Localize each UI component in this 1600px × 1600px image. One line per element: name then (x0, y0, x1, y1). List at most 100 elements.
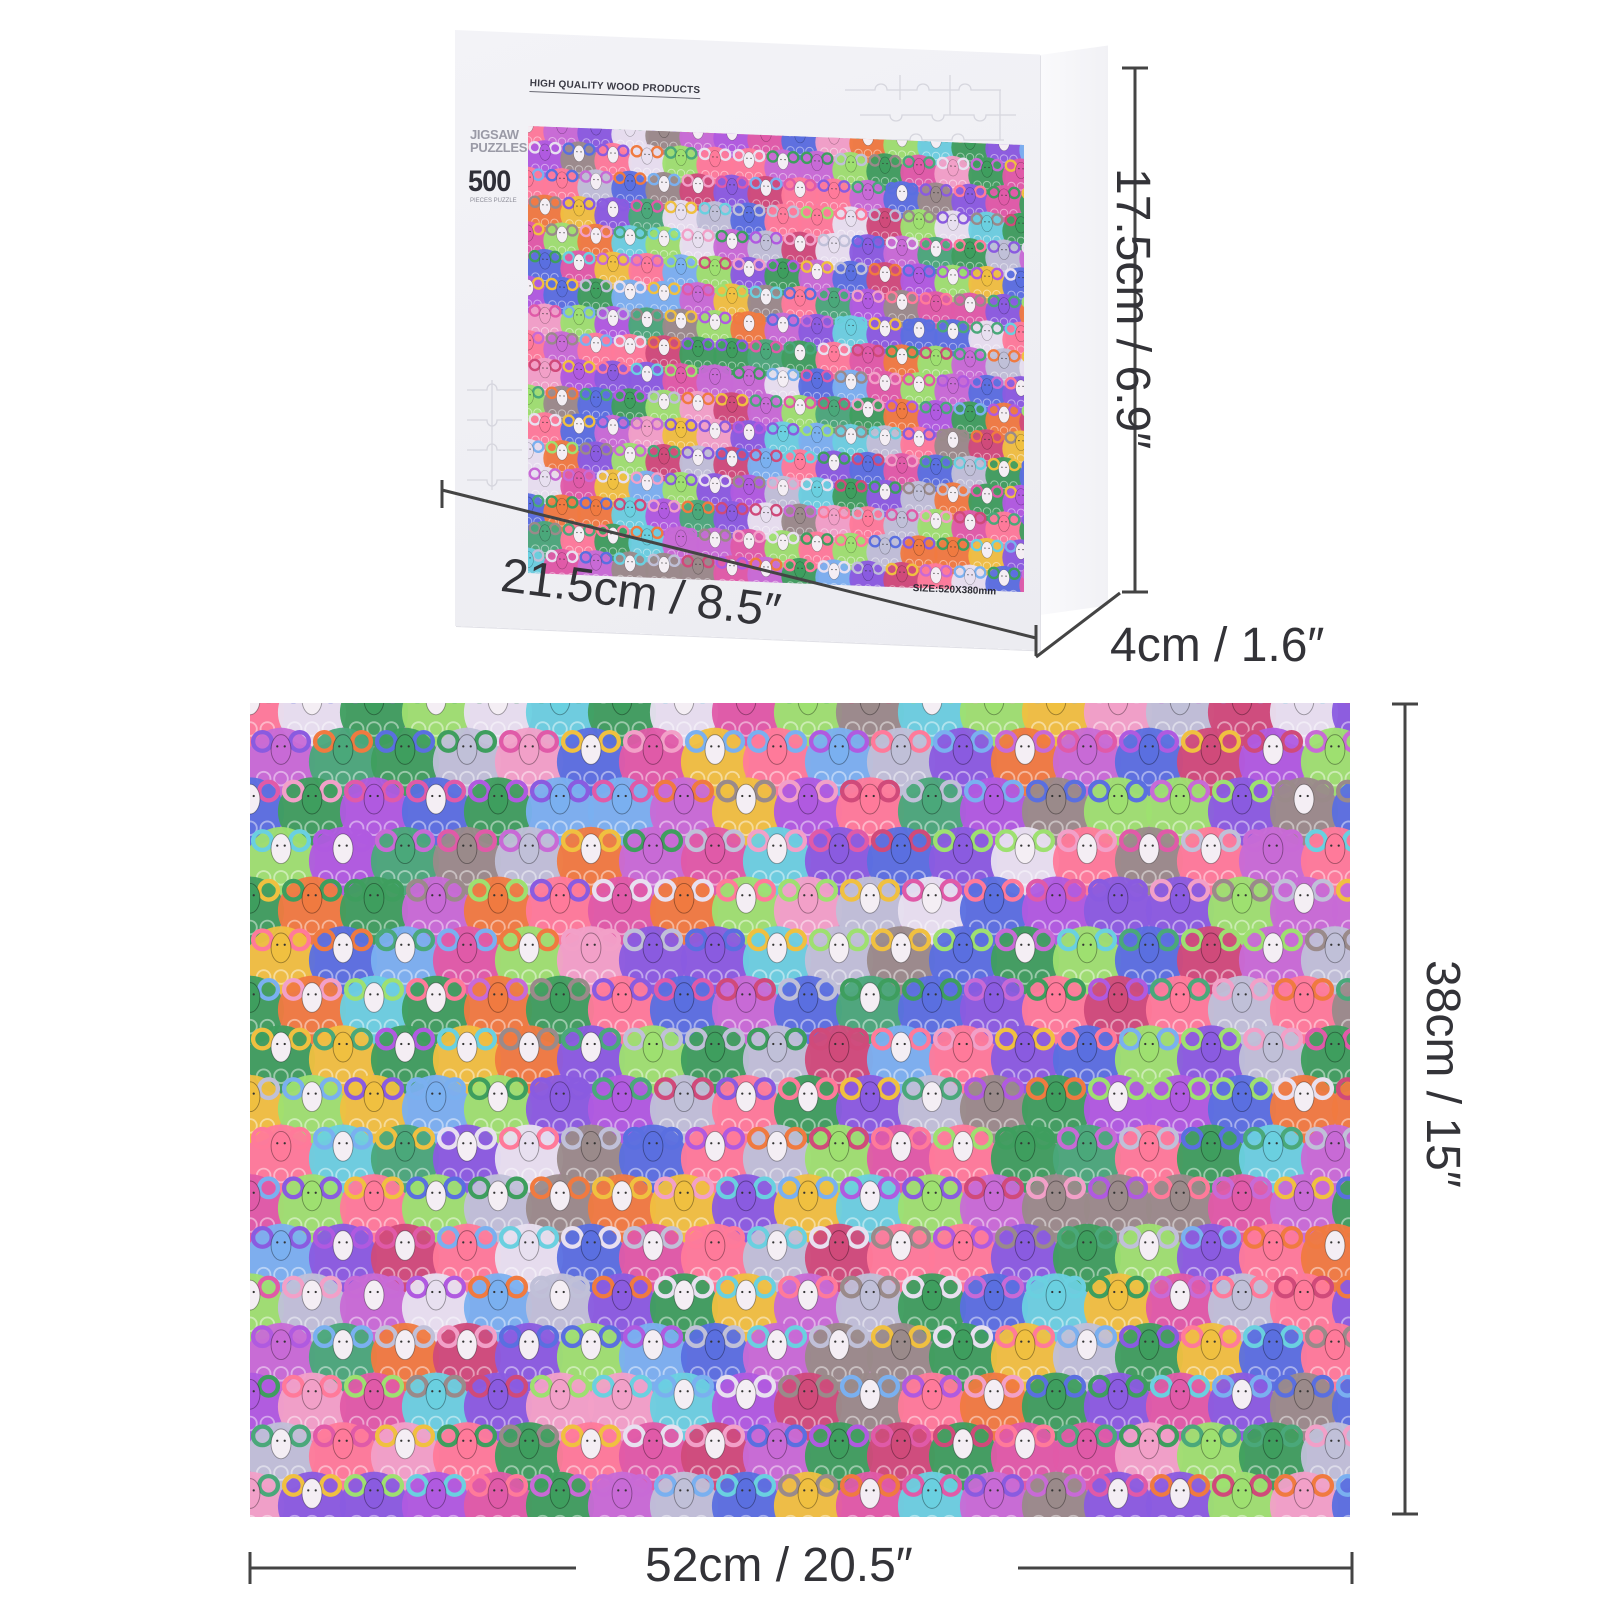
sheep-motif (594, 197, 632, 235)
sheep-motif (1002, 430, 1024, 468)
sheep-motif (832, 260, 870, 299)
sheep-motif (990, 926, 1060, 995)
sheep-motif (250, 1075, 285, 1144)
sheep-motif (339, 1075, 409, 1144)
sheep-motif (528, 357, 564, 396)
sheep-motif (1176, 827, 1246, 896)
sheep-motif (577, 386, 615, 425)
sheep-motif (835, 876, 905, 945)
sheep-motif (742, 827, 812, 896)
sheep-motif (1269, 777, 1339, 846)
sheep-motif (594, 469, 632, 507)
sheep-motif (370, 727, 440, 796)
sheep-motif (968, 538, 1006, 576)
sheep-motif (1300, 1223, 1350, 1292)
sheep-motif (849, 343, 887, 381)
puzzle-width-label: 52cm / 20.5″ (645, 1539, 913, 1592)
sheep-motif (959, 777, 1029, 846)
sheep-motif (1269, 1075, 1339, 1144)
sheep-motif (849, 179, 887, 218)
sheep-motif (934, 264, 972, 303)
sheep-motif (277, 975, 347, 1044)
sheep-motif (628, 198, 666, 236)
sheep-motif (832, 423, 870, 462)
sheep-motif (1207, 1174, 1277, 1243)
sheep-motif (866, 1025, 936, 1094)
sheep-motif (900, 372, 938, 410)
sheep-motif (804, 1323, 874, 1392)
box-depth-dimension-line (1035, 591, 1121, 659)
sheep-motif (1238, 926, 1308, 995)
sheep-motif (401, 777, 471, 846)
sheep-motif (680, 1422, 750, 1491)
sheep-motif (1300, 827, 1350, 896)
sheep-motif (1269, 1471, 1339, 1517)
sheep-motif (645, 444, 683, 482)
sheep-motif (1238, 1223, 1308, 1292)
sheep-motif (611, 333, 649, 372)
sheep-motif (781, 286, 819, 324)
sheep-motif (713, 392, 751, 430)
sheep-motif (798, 259, 836, 297)
sheep-motif (866, 479, 904, 518)
sheep-motif (528, 521, 564, 559)
sheep-motif (1269, 1273, 1339, 1342)
sheep-motif (618, 1223, 688, 1292)
sheep-motif (577, 495, 615, 534)
sheep-motif (804, 727, 874, 796)
sheep-motif (815, 396, 853, 434)
sheep-motif (1145, 975, 1215, 1044)
sheep-motif (339, 1471, 409, 1517)
sheep-motif (1176, 1422, 1246, 1491)
sheep-motif (928, 1124, 998, 1193)
sheep-motif (730, 474, 768, 512)
puzzle-height-dimension-line (1392, 702, 1418, 1516)
sheep-motif (1114, 1025, 1184, 1094)
sheep-motif (401, 975, 471, 1044)
sheep-motif (764, 149, 802, 187)
sheep-motif (866, 827, 936, 896)
sheep-motif (711, 876, 781, 945)
sheep-motif (250, 1124, 316, 1193)
sheep-motif (900, 154, 938, 193)
sheep-motif (985, 348, 1023, 386)
sheep-motif (804, 1124, 874, 1193)
sheep-motif (835, 1471, 905, 1517)
sheep-motif (917, 345, 955, 384)
sheep-motif (730, 202, 768, 240)
sheep-motif (1083, 777, 1153, 846)
sheep-motif (250, 1223, 316, 1292)
sheep-motif (990, 1025, 1060, 1094)
sheep-motif (1002, 158, 1024, 196)
sheep-motif (618, 1025, 688, 1094)
sheep-motif (730, 528, 768, 567)
sheep-motif (804, 926, 874, 995)
puzzle-box-illustration: HIGH QUALITY WOOD PRODUCTS JIGSAW PUZZLE… (0, 0, 1600, 680)
sheep-motif (556, 1025, 626, 1094)
sheep-motif (900, 263, 938, 301)
sheep-motif (815, 450, 853, 488)
sheep-motif (645, 498, 683, 536)
sheep-motif (897, 1075, 967, 1144)
sheep-motif (798, 531, 836, 569)
sheep-motif (897, 1471, 967, 1517)
sheep-motif (645, 389, 683, 428)
sheep-motif (928, 1422, 998, 1491)
sheep-motif (494, 1422, 564, 1491)
sheep-motif (543, 222, 581, 260)
sheep-motif (985, 457, 1023, 495)
sheep-motif (618, 1323, 688, 1392)
sheep-motif (866, 1323, 936, 1392)
sheep-motif (711, 777, 781, 846)
sheep-motif (696, 364, 734, 402)
sheep-motif (339, 876, 409, 945)
sheep-motif (679, 445, 717, 483)
sheep-motif (370, 1124, 440, 1193)
sheep-motif (711, 1273, 781, 1342)
sheep-motif (560, 250, 598, 288)
sheep-motif (696, 201, 734, 239)
sheep-motif (713, 229, 751, 267)
sheep-motif (1021, 876, 1091, 945)
sheep-motif (883, 453, 921, 491)
sheep-motif (1019, 512, 1024, 551)
